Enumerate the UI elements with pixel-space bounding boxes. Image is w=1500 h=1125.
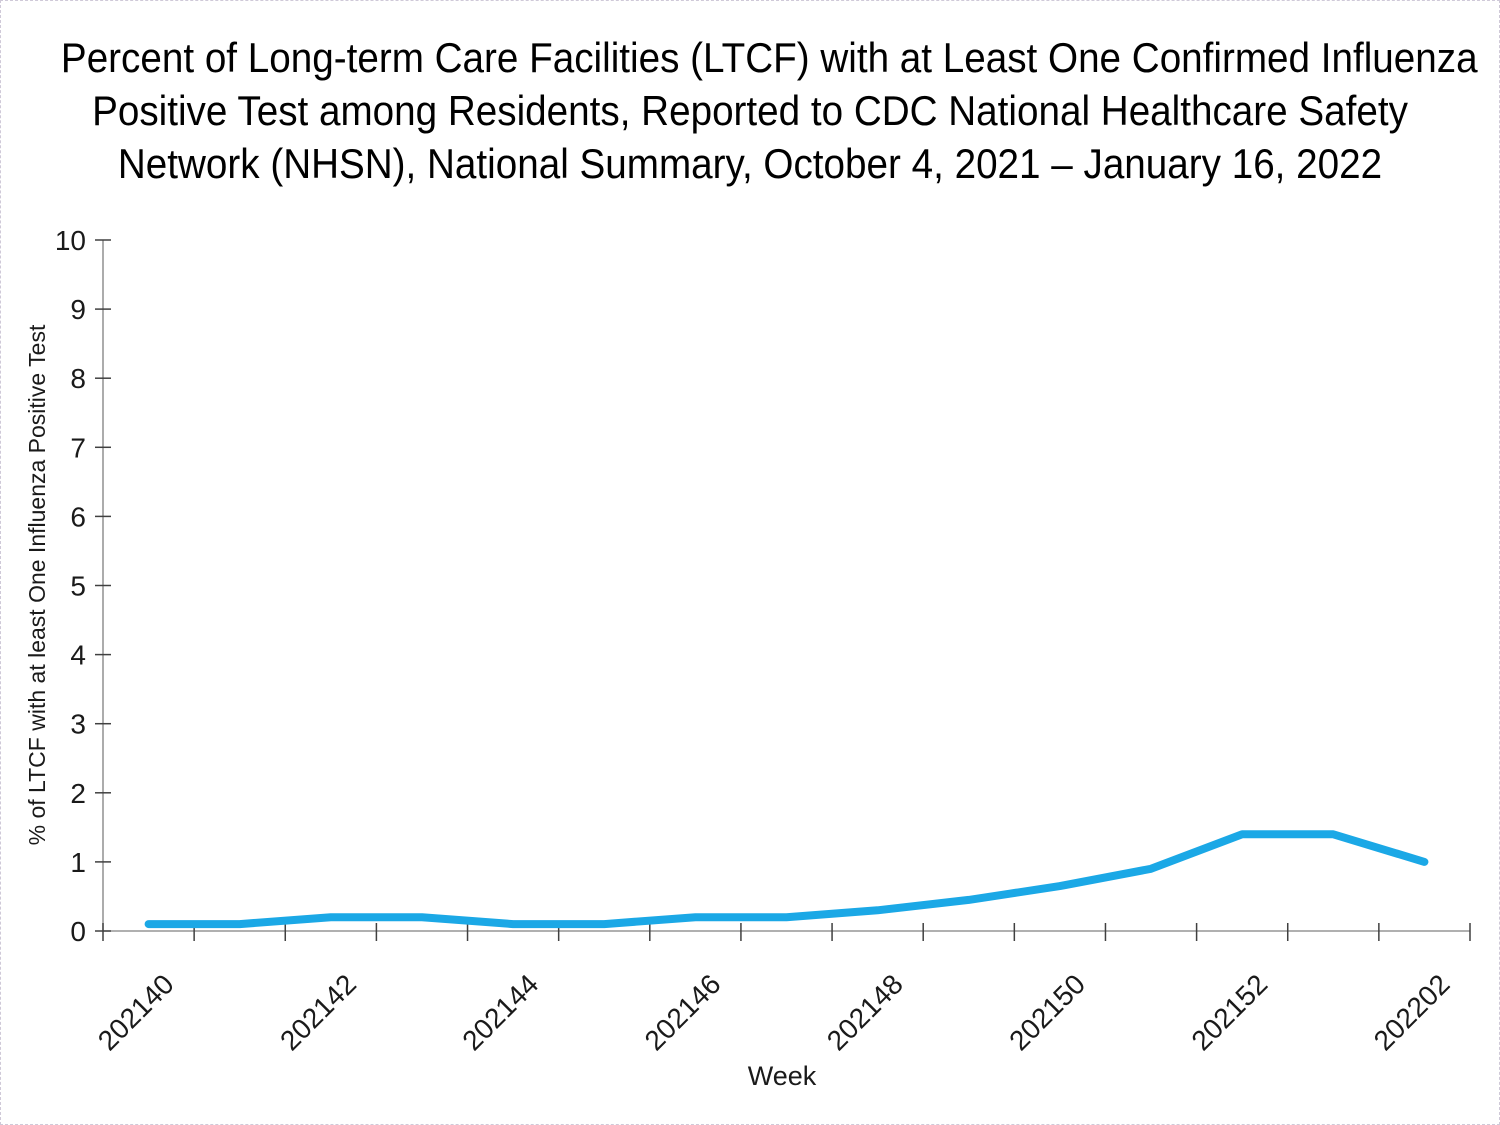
x-tick-label: 202140 bbox=[92, 968, 180, 1056]
y-axis-title: % of LTCF with at least One Influenza Po… bbox=[24, 324, 50, 845]
chart-data-layer bbox=[144, 830, 1429, 929]
y-tick-label: 4 bbox=[70, 640, 86, 671]
y-tick-label: 5 bbox=[70, 571, 86, 602]
y-tick-label: 3 bbox=[70, 709, 86, 740]
chart-title: Percent of Long-term Care Facilities (LT… bbox=[60, 31, 1478, 190]
x-tick-label: 202146 bbox=[639, 968, 727, 1056]
x-tick-label: 202148 bbox=[821, 968, 909, 1056]
data-line bbox=[144, 830, 1429, 929]
y-tick-label: 0 bbox=[70, 916, 86, 947]
x-tick-label: 202142 bbox=[274, 968, 362, 1056]
chart-title-line-3: Network (NHSN), National Summary, Octobe… bbox=[117, 140, 1383, 187]
x-tick-label: 202150 bbox=[1003, 968, 1091, 1056]
y-tick-label: 6 bbox=[70, 501, 86, 532]
chart-axes: 0 1 2 3 4 5 6 7 8 9 10 202140 202142 202144 202146 2021… bbox=[55, 225, 1471, 1056]
x-tick-label: 202144 bbox=[456, 968, 544, 1056]
y-tick-label: 9 bbox=[70, 294, 86, 325]
x-tick-label: 202202 bbox=[1368, 968, 1456, 1056]
y-tick-label: 1 bbox=[70, 847, 86, 878]
x-axis-title: Week bbox=[748, 1061, 817, 1091]
y-tick-label: 8 bbox=[70, 363, 86, 394]
y-tick-label: 10 bbox=[55, 225, 86, 256]
x-tick-label: 202152 bbox=[1185, 968, 1273, 1056]
chart-title-line-2: Positive Test among Residents, Reported … bbox=[92, 87, 1408, 134]
chart-title-line-1: Percent of Long-term Care Facilities (LT… bbox=[60, 34, 1478, 81]
y-tick-label: 2 bbox=[70, 778, 86, 809]
y-tick-label: 7 bbox=[70, 432, 86, 463]
